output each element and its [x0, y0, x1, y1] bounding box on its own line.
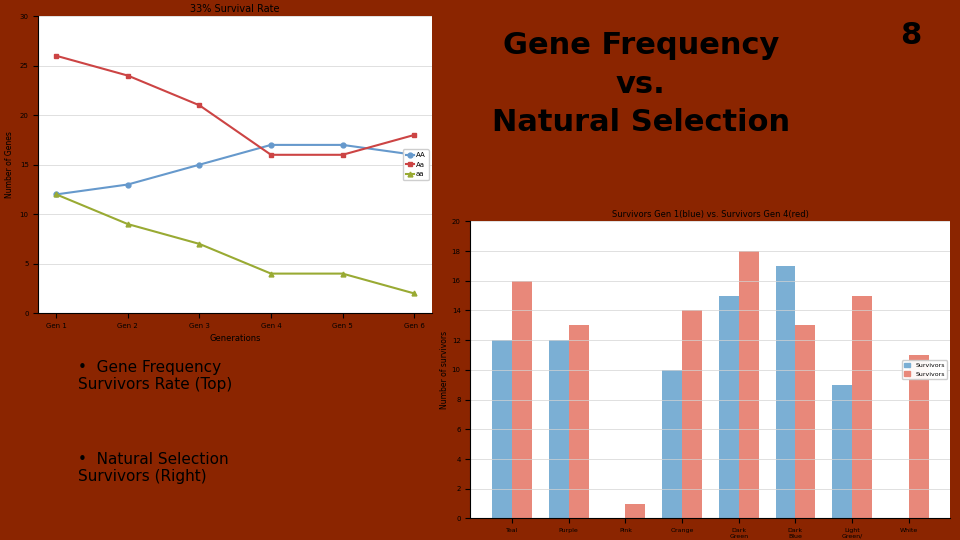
Text: Gene Frequency
vs.
Natural Selection: Gene Frequency vs. Natural Selection — [492, 31, 790, 137]
Text: •  Natural Selection
Survivors (Right): • Natural Selection Survivors (Right) — [79, 452, 229, 484]
Legend: AA, Aa, aa: AA, Aa, aa — [403, 150, 428, 180]
Bar — [549, 340, 568, 518]
Bar — [682, 310, 702, 518]
Aa — [194, 102, 205, 109]
Aa — [51, 52, 62, 59]
Bar — [909, 355, 928, 518]
Aa — [337, 152, 348, 158]
AA — [194, 161, 205, 168]
Aa — [122, 72, 133, 79]
AA — [265, 141, 276, 148]
Bar — [662, 370, 682, 518]
Bar — [739, 251, 758, 518]
Title: 33% Survival Rate: 33% Survival Rate — [190, 4, 280, 14]
Bar — [512, 281, 532, 518]
aa — [265, 271, 276, 277]
AA — [51, 191, 62, 198]
AA — [122, 181, 133, 188]
Bar — [719, 295, 739, 518]
X-axis label: Generations: Generations — [209, 334, 261, 343]
aa — [194, 241, 205, 247]
Bar — [852, 295, 872, 518]
Y-axis label: Number of survivors: Number of survivors — [440, 331, 449, 409]
Legend: Survivors, Survivors: Survivors, Survivors — [901, 361, 948, 379]
Aa — [265, 152, 276, 158]
Line: AA: AA — [54, 143, 417, 197]
Bar — [568, 325, 588, 518]
aa — [51, 191, 62, 198]
Bar — [832, 384, 852, 518]
Bar — [796, 325, 815, 518]
aa — [337, 271, 348, 277]
AA — [337, 141, 348, 148]
Line: Aa: Aa — [54, 53, 417, 157]
Bar — [492, 340, 512, 518]
Text: 8: 8 — [900, 21, 921, 50]
Aa — [408, 132, 420, 138]
AA — [408, 152, 420, 158]
Bar — [776, 266, 796, 518]
aa — [408, 290, 420, 296]
Text: •  Gene Frequency
Survivors Rate (Top): • Gene Frequency Survivors Rate (Top) — [79, 360, 232, 392]
Title: Survivors Gen 1(blue) vs. Survivors Gen 4(red): Survivors Gen 1(blue) vs. Survivors Gen … — [612, 210, 809, 219]
Line: aa: aa — [54, 192, 417, 296]
Y-axis label: Number of Genes: Number of Genes — [5, 131, 14, 198]
Bar — [625, 503, 645, 518]
aa — [122, 221, 133, 227]
